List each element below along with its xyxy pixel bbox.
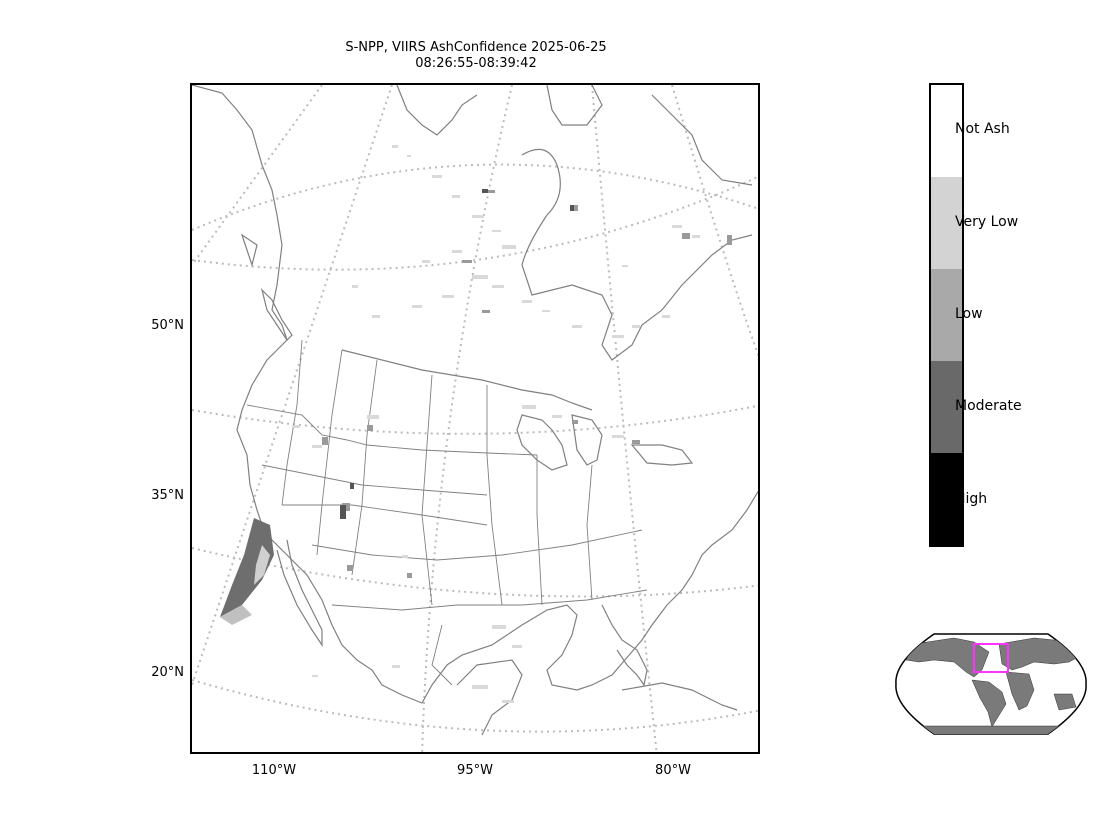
title-line-1: S-NPP, VIIRS AshConfidence 2025-06-25: [345, 40, 607, 55]
graticule: [192, 85, 758, 752]
colorbar-label-low: Low: [955, 306, 983, 322]
colorbar-segment-very-low: [931, 177, 962, 269]
lon-label-95w: 95°W: [457, 763, 493, 778]
state-borders: [246, 339, 648, 686]
lon-label-110w: 110°W: [251, 763, 297, 778]
colorbar: [929, 83, 964, 547]
colorbar-label-not-ash: Not Ash: [955, 121, 1010, 137]
colorbar-label-moderate: Moderate: [955, 398, 1022, 414]
lat-label-35n: 35°N: [151, 488, 184, 503]
lat-label-20n: 20°N: [151, 665, 184, 680]
ash-pixels: [220, 145, 732, 703]
title-line-2: 08:26:55-08:39:42: [415, 56, 537, 71]
colorbar-segment-not-ash: [931, 85, 962, 177]
colorbar-label-high: High: [955, 491, 988, 507]
colorbar-segment-moderate: [931, 361, 962, 453]
north-america-map: [192, 85, 758, 752]
map-title: S-NPP, VIIRS AshConfidence 2025-06-25 08…: [190, 40, 762, 72]
globe-locator-icon: [894, 632, 1088, 736]
lat-label-50n: 50°N: [151, 318, 184, 333]
lon-label-80w: 80°W: [655, 763, 691, 778]
colorbar-segment-high: [931, 453, 962, 545]
colorbar-label-very-low: Very Low: [955, 214, 1019, 230]
coastlines: [192, 85, 758, 736]
map-panel: [190, 83, 760, 754]
colorbar-segment-low: [931, 269, 962, 361]
